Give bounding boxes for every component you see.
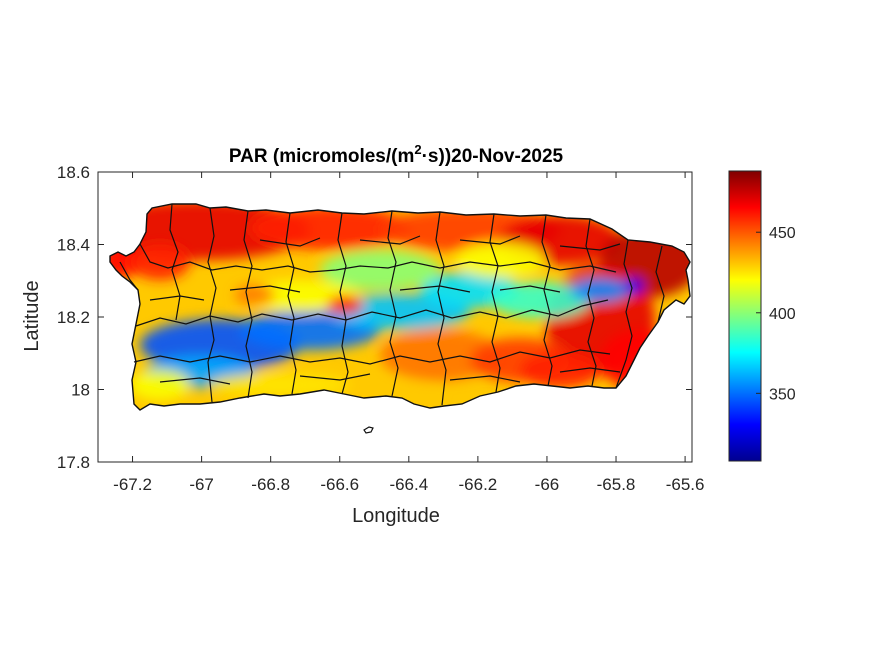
x-tick-label: -66 xyxy=(535,475,560,494)
chart-title: PAR (micromoles/(m2·s))20-Nov-2025 xyxy=(229,142,564,167)
municipality-border xyxy=(359,235,421,245)
x-axis-ticks: -67.2 -67 -66.8 -66.6 -66.4 -66.2 -66 -65.8 -65.… xyxy=(113,172,704,494)
title-rest: ·s))20-Nov-2025 xyxy=(422,146,564,167)
municipality-borders xyxy=(119,203,665,406)
x-tick-label: -66.2 xyxy=(459,475,498,494)
municipality-border xyxy=(655,245,665,323)
field-blob xyxy=(327,295,363,315)
municipality-border xyxy=(387,210,399,397)
municipality-border xyxy=(285,212,297,395)
colorbar-ticks: 350 400 450 xyxy=(756,225,796,403)
x-tick-label: -67.2 xyxy=(113,475,152,494)
y-tick-label: 18.6 xyxy=(57,163,90,182)
field-blob xyxy=(380,329,500,381)
field-blobs xyxy=(110,204,690,402)
x-tick-label: -66.6 xyxy=(320,475,359,494)
field-blob xyxy=(330,294,470,330)
y-tick-label: 18 xyxy=(71,381,90,400)
municipality-border xyxy=(399,285,471,293)
island-outline xyxy=(109,203,691,411)
municipality-border xyxy=(299,373,371,381)
caja-de-muerto-island xyxy=(363,426,374,434)
field-blob xyxy=(130,370,190,400)
municipality-border xyxy=(149,295,205,301)
municipality-border xyxy=(133,349,611,365)
field-blob xyxy=(624,278,644,294)
x-axis-label: Longitude xyxy=(352,505,440,527)
y-tick-label: 17.8 xyxy=(57,453,90,472)
y-tick-label: 18.4 xyxy=(57,236,90,255)
municipality-border xyxy=(585,218,597,387)
field-blob xyxy=(490,282,590,318)
municipality-border xyxy=(541,214,553,387)
municipality-border xyxy=(435,211,447,406)
colorbar-tick-label: 450 xyxy=(769,225,796,242)
municipality-border xyxy=(559,367,621,373)
x-tick-label: -67 xyxy=(189,475,214,494)
x-tick-label: -66.4 xyxy=(389,475,428,494)
colorbar-tick-label: 400 xyxy=(769,306,796,323)
municipality-border xyxy=(449,375,521,383)
y-axis-ticks: 17.8 18 18.2 18.4 18.6 xyxy=(57,163,692,472)
field-blob xyxy=(520,352,600,388)
municipality-border xyxy=(615,239,633,389)
field-blob xyxy=(235,285,275,305)
municipality-border xyxy=(207,207,217,403)
field-blob xyxy=(130,244,190,280)
y-tick-label: 18.2 xyxy=(57,308,90,327)
colorbar-tick-label: 350 xyxy=(769,386,796,403)
colorbar xyxy=(728,170,762,462)
field-blob xyxy=(570,278,630,302)
title-superscript: 2 xyxy=(414,142,421,157)
heatmap-field xyxy=(110,204,690,410)
municipality-border xyxy=(243,210,253,399)
field-blob xyxy=(455,242,545,278)
municipality-border xyxy=(169,203,181,321)
municipality-border xyxy=(337,212,349,395)
municipality-border xyxy=(229,285,301,293)
municipality-border xyxy=(159,377,231,385)
municipality-border xyxy=(499,285,561,293)
municipality-border xyxy=(489,213,501,393)
x-tick-label: -66.8 xyxy=(251,475,290,494)
municipality-border xyxy=(459,235,521,245)
municipality-border xyxy=(259,237,321,247)
field-blob xyxy=(320,250,440,290)
municipality-border xyxy=(559,243,621,251)
title-main: PAR (micromoles/(m xyxy=(229,146,414,167)
municipality-border xyxy=(139,243,617,273)
x-tick-label: -65.8 xyxy=(597,475,636,494)
x-tick-label: -65.6 xyxy=(666,475,705,494)
y-axis-label: Latitude xyxy=(21,280,43,351)
